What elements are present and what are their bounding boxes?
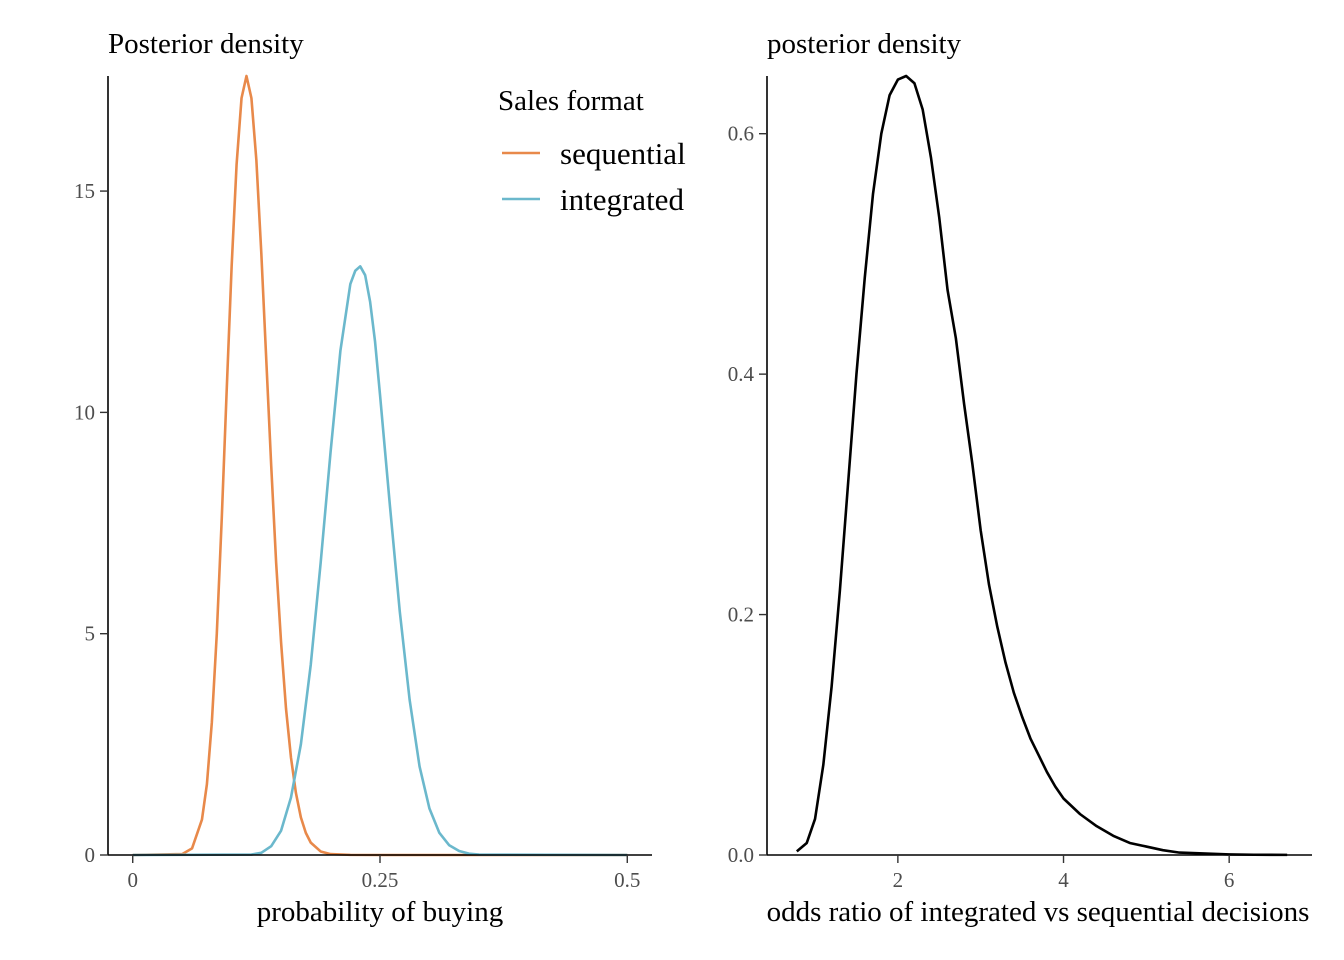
right-panel: posterior density 2 4 6 0.0 0.2 0.4 0.6 odds r… <box>728 28 1312 928</box>
left-y-tick-label: 5 <box>85 622 96 646</box>
left-x-tick-label: 0.5 <box>614 868 640 892</box>
right-panel-curves <box>795 74 1288 857</box>
left-y-tick-label: 0 <box>85 843 96 867</box>
left-panel-ticks: 0 0.25 0.5 0 5 10 15 <box>74 179 640 892</box>
right-y-tick-label: 0.0 <box>728 843 754 867</box>
left-panel-title: Posterior density <box>108 28 304 60</box>
right-x-axis-title: odds ratio of integrated vs sequential d… <box>767 896 1310 928</box>
right-x-tick-label: 4 <box>1058 868 1069 892</box>
right-y-tick-label: 0.2 <box>728 603 754 627</box>
left-x-tick-label: 0 <box>127 868 138 892</box>
legend: Sales format sequential integrated <box>498 85 686 217</box>
left-y-tick-label: 15 <box>74 179 95 203</box>
legend-label-integrated: integrated <box>560 182 684 217</box>
left-series-line-integrated <box>132 265 628 857</box>
legend-title: Sales format <box>498 85 644 117</box>
left-series-line-sequential <box>132 74 628 857</box>
left-x-tick-label: 0.25 <box>362 868 399 892</box>
left-y-tick-label: 10 <box>74 400 95 424</box>
right-y-tick-label: 0.4 <box>728 362 755 386</box>
right-panel-ticks: 2 4 6 0.0 0.2 0.4 0.6 <box>728 122 1235 892</box>
left-x-axis-title: probability of buying <box>257 896 503 928</box>
right-y-tick-label: 0.6 <box>728 122 754 146</box>
right-series-line-density <box>795 74 1288 857</box>
right-x-tick-label: 2 <box>893 868 904 892</box>
left-panel-curves <box>132 74 628 857</box>
right-x-tick-label: 6 <box>1224 868 1235 892</box>
legend-label-sequential: sequential <box>560 136 686 171</box>
left-panel: Posterior density 0 0.25 0.5 0 5 10 15 probabi… <box>74 28 686 928</box>
right-panel-title: posterior density <box>767 28 962 60</box>
